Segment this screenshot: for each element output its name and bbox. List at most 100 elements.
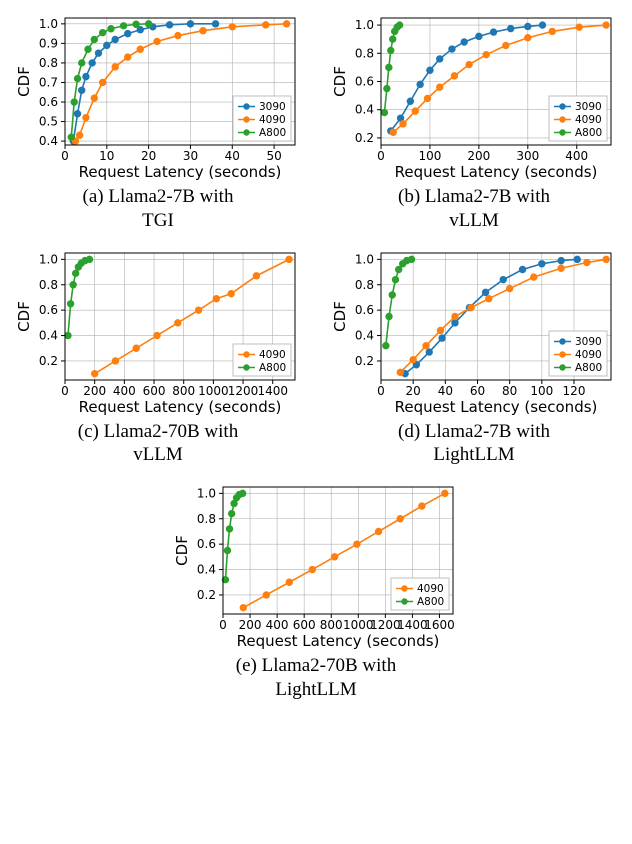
svg-text:CDF: CDF <box>331 66 349 97</box>
svg-text:4090: 4090 <box>575 114 602 126</box>
svg-text:A800: A800 <box>259 127 286 139</box>
svg-text:0: 0 <box>377 384 385 398</box>
cell-a: 010203040500.40.50.60.70.80.91.0Request … <box>8 8 308 233</box>
svg-text:30: 30 <box>183 149 198 163</box>
svg-text:0: 0 <box>61 384 69 398</box>
svg-text:1200: 1200 <box>228 384 259 398</box>
cell-d: 0 20 40 60 80 100 120 0.2 0.4 0.6 0.8 1.0 Request La… <box>324 243 624 468</box>
svg-text:Request Latency (seconds): Request Latency (seconds) <box>395 398 598 416</box>
svg-text:0.7: 0.7 <box>39 75 58 89</box>
svg-text:0.2: 0.2 <box>197 588 216 602</box>
svg-text:A800: A800 <box>575 127 602 139</box>
svg-text:0.8: 0.8 <box>355 46 374 60</box>
svg-text:60: 60 <box>470 384 485 398</box>
svg-text:400: 400 <box>266 618 289 632</box>
svg-text:Request Latency (seconds): Request Latency (seconds) <box>79 163 282 181</box>
svg-text:100: 100 <box>530 384 553 398</box>
svg-text:400: 400 <box>113 384 136 398</box>
chart-svg: 01002003004000.20.40.60.81.0Request Late… <box>329 8 619 183</box>
chart-d: 0 20 40 60 80 100 120 0.2 0.4 0.6 0.8 1.0 Request La… <box>329 243 619 418</box>
svg-text:20: 20 <box>406 384 421 398</box>
svg-text:1000: 1000 <box>198 384 229 398</box>
chart-svg: 020040060080010001200140016000.20.40.60.… <box>171 477 461 652</box>
chart-svg: 0 20 40 60 80 100 120 0.2 0.4 0.6 0.8 1.0 Request La… <box>329 243 619 418</box>
svg-text:1.0: 1.0 <box>355 252 374 266</box>
svg-text:0.2: 0.2 <box>355 353 374 367</box>
cell-b: 01002003004000.20.40.60.81.0Request Late… <box>324 8 624 233</box>
svg-text:1.0: 1.0 <box>39 17 58 31</box>
svg-text:0.6: 0.6 <box>355 75 374 89</box>
svg-text:800: 800 <box>320 618 343 632</box>
svg-text:0.4: 0.4 <box>355 103 374 117</box>
caption-d: (d) Llama2-7B withLightLLM <box>398 420 550 468</box>
svg-text:0.8: 0.8 <box>39 56 58 70</box>
svg-text:400: 400 <box>565 149 588 163</box>
svg-text:1.0: 1.0 <box>197 486 216 500</box>
svg-text:A800: A800 <box>259 362 286 374</box>
svg-text:CDF: CDF <box>173 535 191 566</box>
svg-text:Request Latency (seconds): Request Latency (seconds) <box>79 398 282 416</box>
svg-text:200: 200 <box>83 384 106 398</box>
cell-c: 0 200 400 600 800100012001400 0.2 0.4 0.6 0.8 1.0… <box>8 243 308 468</box>
chart-svg: 010203040500.40.50.60.70.80.91.0Request … <box>13 8 303 183</box>
svg-text:0.4: 0.4 <box>355 328 374 342</box>
chart-c: 0 200 400 600 800100012001400 0.2 0.4 0.6 0.8 1.0… <box>13 243 303 418</box>
caption-a: (a) Llama2-7B withTGI <box>83 185 234 233</box>
svg-text:CDF: CDF <box>15 66 33 97</box>
svg-text:4090: 4090 <box>259 114 286 126</box>
chart-svg: 0 200 400 600 800100012001400 0.2 0.4 0.6 0.8 1.0… <box>13 243 303 418</box>
svg-text:50: 50 <box>266 149 281 163</box>
svg-text:0: 0 <box>377 149 385 163</box>
caption-c: (c) Llama2-70B withvLLM <box>78 420 238 468</box>
svg-text:40: 40 <box>438 384 453 398</box>
svg-text:600: 600 <box>293 618 316 632</box>
svg-text:0.6: 0.6 <box>39 303 58 317</box>
svg-text:0.8: 0.8 <box>39 277 58 291</box>
svg-text:100: 100 <box>418 149 441 163</box>
chart-a: 010203040500.40.50.60.70.80.91.0Request … <box>13 8 303 183</box>
svg-text:A800: A800 <box>417 596 444 608</box>
svg-text:1400: 1400 <box>397 618 428 632</box>
svg-text:CDF: CDF <box>331 301 349 332</box>
chart-e: 020040060080010001200140016000.20.40.60.… <box>171 477 461 652</box>
svg-text:1000: 1000 <box>343 618 374 632</box>
svg-text:800: 800 <box>172 384 195 398</box>
svg-text:CDF: CDF <box>15 301 33 332</box>
svg-text:0.6: 0.6 <box>197 537 216 551</box>
svg-text:0.5: 0.5 <box>39 115 58 129</box>
svg-text:3090: 3090 <box>259 101 286 113</box>
svg-text:20: 20 <box>141 149 156 163</box>
svg-text:3090: 3090 <box>575 336 602 348</box>
svg-text:1.0: 1.0 <box>39 252 58 266</box>
svg-text:0.4: 0.4 <box>39 328 58 342</box>
svg-text:0: 0 <box>61 149 69 163</box>
svg-text:A800: A800 <box>575 362 602 374</box>
svg-text:0.6: 0.6 <box>355 303 374 317</box>
svg-text:300: 300 <box>516 149 539 163</box>
svg-text:0.2: 0.2 <box>355 131 374 145</box>
svg-text:1.0: 1.0 <box>355 18 374 32</box>
svg-text:200: 200 <box>239 618 262 632</box>
caption-e: (e) Llama2-70B withLightLLM <box>236 654 396 702</box>
svg-text:4090: 4090 <box>417 583 444 595</box>
svg-text:0.4: 0.4 <box>197 563 216 577</box>
svg-text:0: 0 <box>219 618 227 632</box>
svg-text:80: 80 <box>502 384 517 398</box>
svg-text:Request Latency (seconds): Request Latency (seconds) <box>237 632 440 650</box>
svg-text:0.2: 0.2 <box>39 353 58 367</box>
svg-text:3090: 3090 <box>575 101 602 113</box>
chart-grid: 0 10 20 30 40 50 0.4 0.5 0.6 0.7 0.8 0.9 1.0 Request … <box>8 8 624 702</box>
svg-text:Request Latency (seconds): Request Latency (seconds) <box>395 163 598 181</box>
svg-text:600: 600 <box>143 384 166 398</box>
svg-text:1200: 1200 <box>370 618 401 632</box>
svg-text:4090: 4090 <box>575 349 602 361</box>
chart-b: 01002003004000.20.40.60.81.0Request Late… <box>329 8 619 183</box>
svg-text:0.9: 0.9 <box>39 36 58 50</box>
svg-text:1400: 1400 <box>257 384 288 398</box>
svg-text:40: 40 <box>225 149 240 163</box>
svg-text:0.8: 0.8 <box>355 277 374 291</box>
svg-text:120: 120 <box>563 384 586 398</box>
svg-text:4090: 4090 <box>259 349 286 361</box>
svg-text:10: 10 <box>99 149 114 163</box>
caption-b: (b) Llama2-7B withvLLM <box>398 185 550 233</box>
